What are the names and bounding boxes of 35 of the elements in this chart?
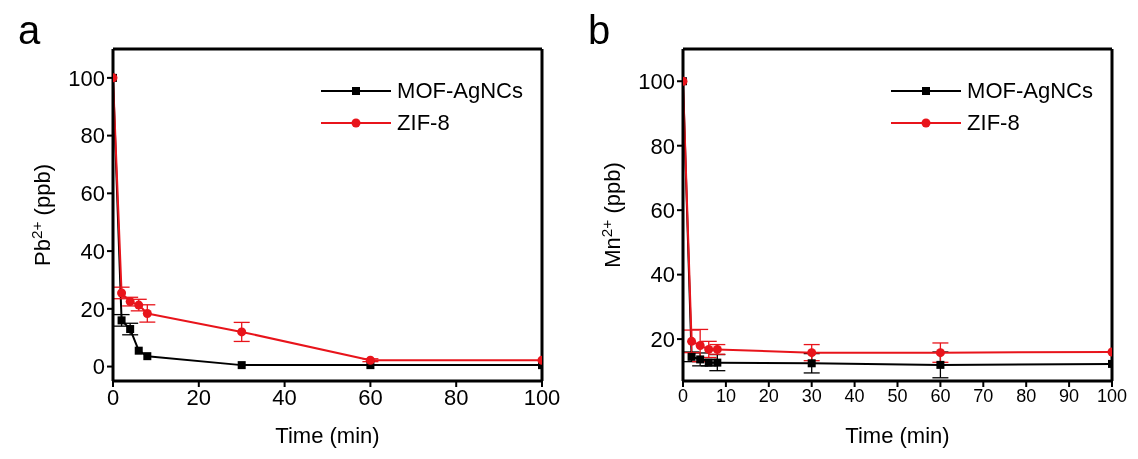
- y-tick-label: 60: [80, 181, 105, 207]
- y-tick-label: 0: [92, 354, 105, 380]
- x-tick-label: 40: [844, 385, 865, 406]
- y-tick-label: 80: [650, 133, 675, 159]
- x-tick-label: 20: [758, 385, 779, 406]
- x-tick-label: 30: [801, 385, 822, 406]
- chart-title: a: [18, 8, 41, 52]
- x-tick-label: 0: [677, 385, 689, 406]
- x-tick-label: 70: [973, 385, 994, 406]
- x-tick-label: 60: [358, 384, 383, 410]
- y-tick-label: 100: [68, 65, 105, 91]
- y-tick-label: 80: [80, 123, 105, 149]
- legend-label: ZIF-8: [397, 110, 450, 136]
- legend-label: MOF-AgNCs: [397, 78, 523, 104]
- y-tick-label: 20: [650, 326, 675, 352]
- y-tick-label: 100: [638, 69, 675, 95]
- x-tick-label: 80: [1016, 385, 1037, 406]
- x-tick-label: 20: [186, 384, 212, 410]
- x-tick-label: 40: [272, 384, 297, 410]
- x-tick-label: 80: [443, 384, 469, 410]
- y-tick-label: 40: [650, 262, 675, 288]
- x-tick-label: 90: [1059, 385, 1080, 406]
- legend-label: MOF-AgNCs: [967, 78, 1093, 104]
- x-tick-label: 100: [1096, 385, 1128, 406]
- legend-label: ZIF-8: [967, 110, 1020, 136]
- x-tick-label: 60: [930, 385, 951, 406]
- x-tick-label: 10: [715, 385, 736, 406]
- x-tick-label: 50: [887, 385, 908, 406]
- y-tick-label: 60: [650, 197, 675, 223]
- chart-title: b: [588, 8, 611, 52]
- x-axis-title: Time (min): [845, 423, 950, 448]
- y-tick-label: 20: [80, 296, 105, 322]
- y-tick-label: 40: [80, 238, 105, 264]
- x-axis-title: Time (min): [275, 423, 380, 448]
- x-tick-label: 100: [523, 384, 561, 410]
